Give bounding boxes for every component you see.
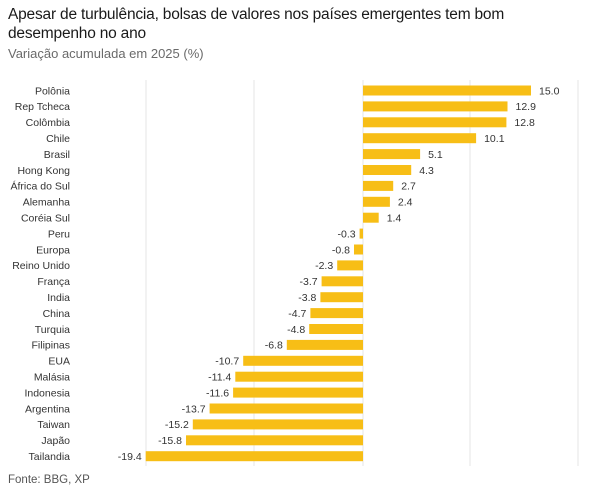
value-label: -2.3 bbox=[315, 260, 333, 272]
category-label: India bbox=[47, 292, 70, 304]
category-label: Hong Kong bbox=[17, 165, 70, 177]
value-label: -15.2 bbox=[165, 419, 189, 431]
category-label: EUA bbox=[48, 356, 70, 368]
value-label: 5.1 bbox=[428, 149, 443, 161]
bar bbox=[286, 339, 363, 350]
bar bbox=[310, 308, 363, 319]
bar bbox=[320, 292, 363, 303]
value-label: -4.7 bbox=[288, 308, 306, 320]
bar bbox=[363, 180, 394, 191]
category-label: China bbox=[43, 308, 71, 320]
category-label: Tailandia bbox=[29, 451, 71, 463]
value-label: 2.4 bbox=[398, 197, 413, 209]
bar bbox=[363, 85, 531, 96]
bar bbox=[363, 133, 477, 144]
bar bbox=[363, 117, 507, 128]
bar bbox=[363, 165, 412, 175]
bar bbox=[186, 435, 363, 446]
bar bbox=[309, 324, 363, 334]
value-label: -10.7 bbox=[215, 356, 239, 368]
source-note: Fonte: BBG, XP bbox=[8, 474, 90, 486]
value-label: -11.4 bbox=[208, 372, 231, 384]
value-label: 10.1 bbox=[484, 133, 505, 145]
category-label: Alemanha bbox=[23, 197, 70, 209]
bar bbox=[337, 260, 363, 271]
value-label: 12.8 bbox=[514, 117, 535, 129]
bar bbox=[321, 276, 363, 287]
bar bbox=[235, 371, 363, 382]
value-label: -13.7 bbox=[182, 403, 206, 415]
value-label: -11.6 bbox=[206, 387, 229, 399]
category-label: Japão bbox=[41, 435, 70, 447]
category-label: Rep Tcheca bbox=[15, 101, 70, 113]
bar bbox=[363, 196, 390, 207]
category-label: África do Sul bbox=[10, 180, 70, 193]
value-label: 1.4 bbox=[387, 213, 402, 225]
category-label: Peru bbox=[48, 228, 70, 240]
category-label: Chile bbox=[46, 133, 70, 145]
category-label: Reino Unido bbox=[12, 260, 70, 272]
bar bbox=[363, 212, 379, 223]
bar bbox=[359, 228, 363, 239]
value-label: 12.9 bbox=[516, 101, 537, 113]
value-label: -3.8 bbox=[298, 292, 316, 304]
category-label: Taiwan bbox=[37, 419, 70, 431]
bar bbox=[192, 419, 363, 430]
value-label: -4.8 bbox=[287, 324, 305, 336]
bar bbox=[363, 149, 421, 160]
category-label: Colômbia bbox=[26, 117, 71, 129]
value-label: -15.8 bbox=[158, 435, 182, 447]
category-label: Turquia bbox=[35, 324, 70, 336]
category-label: Indonesia bbox=[24, 387, 70, 399]
value-label: 4.3 bbox=[419, 165, 434, 177]
category-label: Brasil bbox=[44, 149, 70, 161]
category-label: Malásia bbox=[34, 372, 70, 384]
category-label: Coréia Sul bbox=[21, 213, 70, 225]
category-label: França bbox=[37, 276, 70, 288]
category-label: Polônia bbox=[35, 85, 70, 97]
chart-subtitle: Variação acumulada em 2025 (%) bbox=[8, 46, 204, 61]
value-label: -0.3 bbox=[338, 228, 356, 240]
chart-title: Apesar de turbulência, bolsas de valores… bbox=[8, 6, 505, 42]
bar bbox=[209, 403, 363, 414]
value-label: -6.8 bbox=[265, 340, 283, 352]
value-label: 2.7 bbox=[401, 181, 416, 193]
bar bbox=[363, 101, 508, 112]
category-label: Europa bbox=[36, 244, 70, 256]
bar bbox=[233, 387, 363, 398]
value-label: -0.8 bbox=[332, 244, 350, 256]
category-label: Argentina bbox=[25, 403, 70, 415]
bar bbox=[145, 451, 363, 462]
value-label: -3.7 bbox=[300, 276, 318, 288]
value-label: -19.4 bbox=[118, 451, 142, 463]
value-label: 15.0 bbox=[539, 85, 560, 97]
bar bbox=[243, 355, 363, 366]
category-label: Filipinas bbox=[31, 340, 70, 352]
bar bbox=[354, 244, 363, 255]
